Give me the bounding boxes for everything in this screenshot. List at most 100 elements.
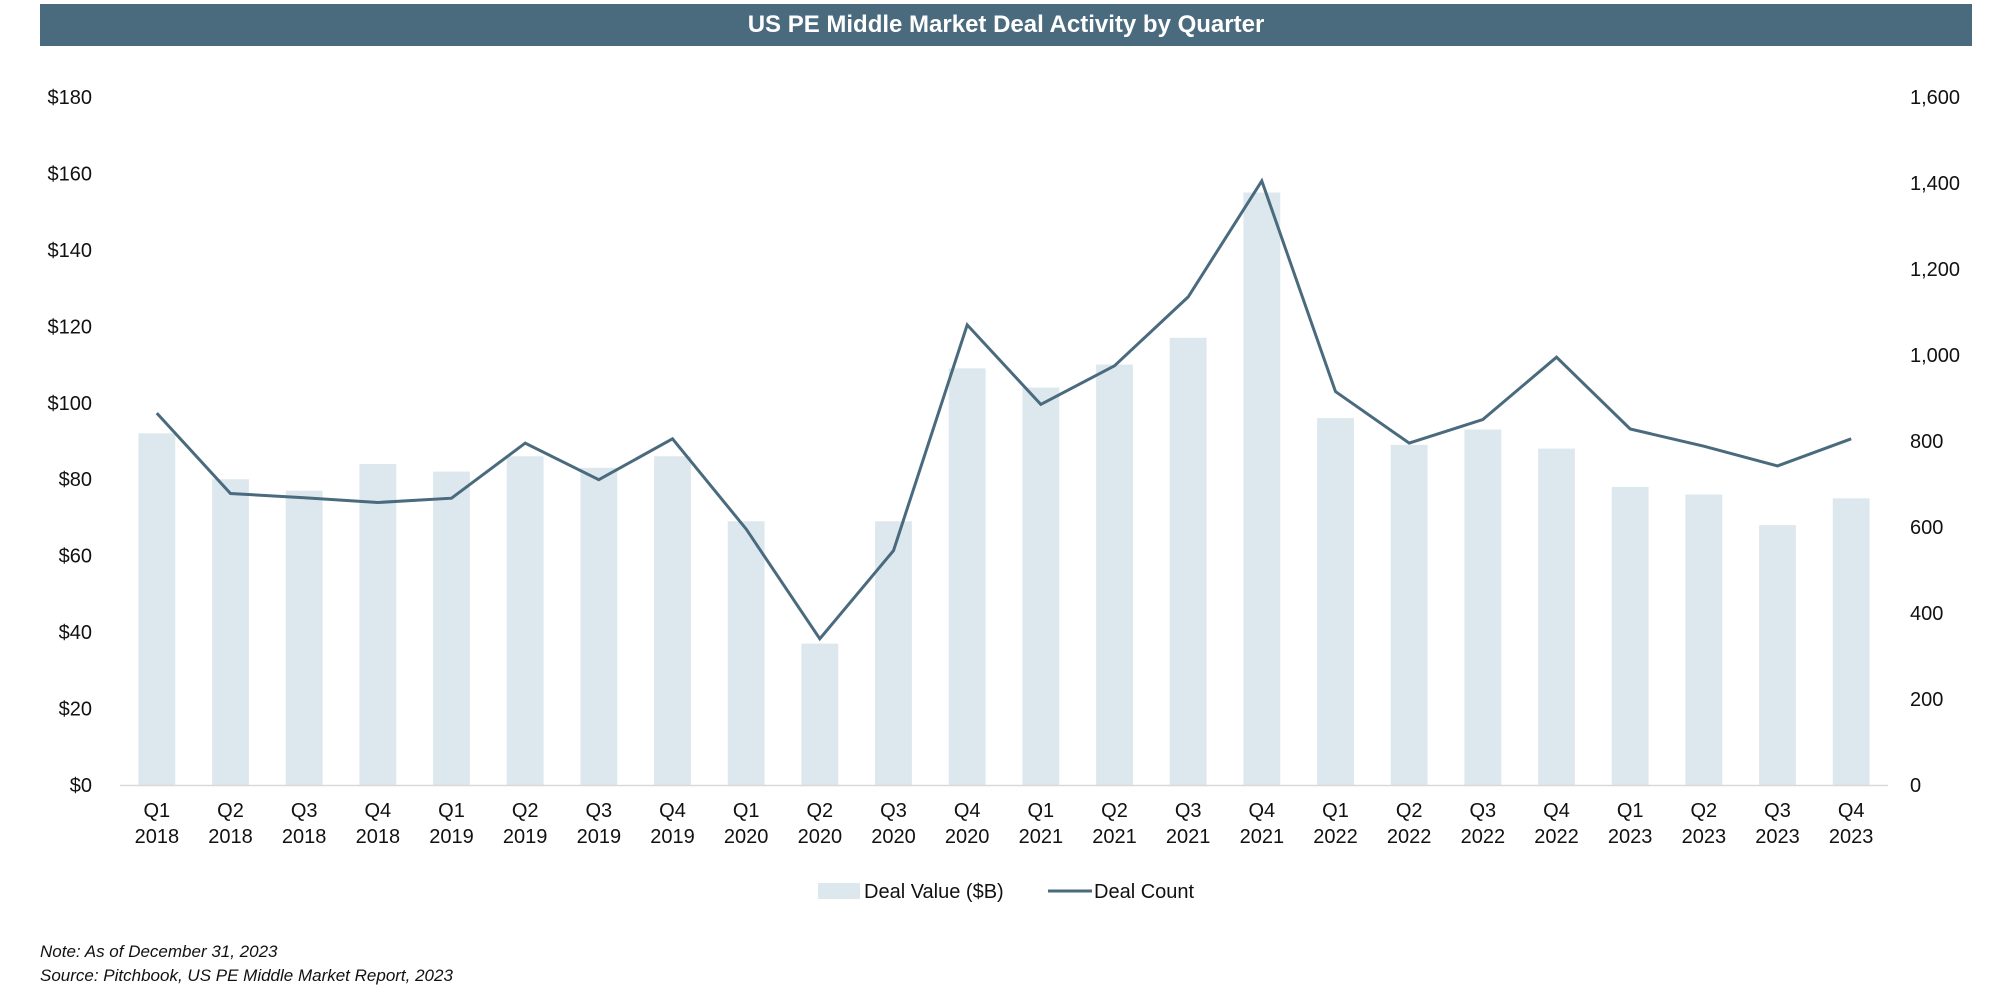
x-tick-label-year: 2022	[1461, 826, 1506, 848]
bar-deal-value	[1390, 444, 1428, 785]
y-right-tick-label: 1,400	[1910, 173, 1960, 195]
bar-deal-value	[1611, 486, 1649, 785]
y-left-tick-label: $20	[59, 699, 92, 721]
x-tick-label-quarter: Q4	[659, 800, 686, 822]
source-text: Source: Pitchbook, US PE Middle Market R…	[40, 966, 453, 985]
x-tick-label-year: 2020	[945, 826, 990, 848]
x-tick-label-year: 2021	[1019, 826, 1064, 848]
y-left-tick-label: $40	[59, 622, 92, 644]
footnotes: Note: As of December 31, 2023 Source: Pi…	[40, 940, 453, 988]
bar-deal-value	[1243, 192, 1281, 786]
y-left-tick-label: $120	[48, 316, 93, 338]
legend-label-deal-value: Deal Value ($B)	[864, 881, 1004, 903]
x-tick-label-quarter: Q2	[1396, 800, 1423, 822]
x-tick-label-year: 2019	[650, 826, 695, 848]
bar-deal-value	[433, 471, 470, 785]
x-tick-label-year: 2019	[577, 826, 622, 848]
x-tick-label-quarter: Q1	[438, 800, 465, 822]
y-right-tick-label: 1,600	[1910, 87, 1960, 109]
y-left-tick-label: $60	[59, 546, 92, 568]
bar-deal-value	[212, 479, 249, 785]
bar-deal-value	[948, 368, 986, 785]
y-right-tick-label: 200	[1910, 689, 1943, 711]
x-tick-label-quarter: Q4	[1248, 800, 1275, 822]
bar-deal-value	[801, 643, 839, 785]
y-left-tick-label: $0	[70, 775, 92, 797]
x-tick-label-quarter: Q2	[806, 800, 833, 822]
bar-deal-value	[1685, 494, 1723, 785]
y-left-tick-label: $160	[48, 163, 93, 185]
bar-deal-value	[138, 433, 176, 785]
bar-deal-value	[1022, 387, 1060, 785]
y-left-tick-label: $140	[48, 240, 93, 262]
y-right-tick-label: 400	[1910, 603, 1943, 625]
x-tick-label-year: 2018	[282, 826, 327, 848]
y-left-tick-label: $100	[48, 393, 93, 415]
chart-title: US PE Middle Market Deal Activity by Qua…	[747, 11, 1265, 38]
x-tick-label-year: 2021	[1092, 826, 1137, 848]
note-text: Note: As of December 31, 2023	[40, 942, 278, 961]
bar-deal-value	[1538, 448, 1575, 785]
bar-deal-value	[285, 490, 323, 785]
x-tick-label-quarter: Q3	[1469, 800, 1496, 822]
line-deal-count	[155, 177, 1852, 642]
y-right-tick-label: 1,000	[1910, 345, 1960, 367]
x-tick-label-year: 2023	[1608, 826, 1653, 848]
x-tick-label-year: 2020	[798, 826, 843, 848]
x-tick-label-quarter: Q2	[217, 800, 244, 822]
x-tick-label-quarter: Q4	[1838, 800, 1865, 822]
bar-deal-value	[1169, 337, 1207, 785]
x-tick-label-year: 2020	[871, 826, 916, 848]
bar-deal-value	[1317, 418, 1354, 785]
chart-title-bar: US PE Middle Market Deal Activity by Qua…	[40, 4, 1972, 46]
x-tick-label-year: 2021	[1166, 826, 1211, 848]
x-tick-label-year: 2021	[1240, 826, 1285, 848]
bar-deal-value	[580, 467, 618, 785]
y-right-tick-label: 0	[1910, 775, 1921, 797]
x-tick-label-year: 2022	[1534, 826, 1579, 848]
x-tick-label-year: 2019	[503, 826, 548, 848]
x-tick-label-quarter: Q1	[1617, 800, 1644, 822]
bar-deal-value	[1832, 498, 1870, 785]
x-tick-label-year: 2020	[724, 826, 769, 848]
x-tick-label-quarter: Q4	[364, 800, 391, 822]
x-tick-label-quarter: Q1	[1322, 800, 1349, 822]
y-left-tick-label: $80	[59, 469, 92, 491]
x-tick-label-year: 2023	[1829, 826, 1874, 848]
x-tick-label-year: 2018	[356, 826, 401, 848]
x-tick-label-year: 2022	[1387, 826, 1432, 848]
x-tick-label-quarter: Q1	[733, 800, 760, 822]
x-tick-label-quarter: Q3	[585, 800, 612, 822]
x-tick-label-year: 2023	[1682, 826, 1727, 848]
x-tick-label-year: 2023	[1755, 826, 1800, 848]
bar-deal-value	[727, 521, 765, 785]
y-left-tick-label: $180	[48, 87, 93, 109]
x-tick-label-quarter: Q4	[1543, 800, 1570, 822]
bar-deal-value	[654, 456, 691, 785]
legend-swatch-deal-value	[818, 883, 860, 899]
x-tick-label-quarter: Q3	[291, 800, 318, 822]
y-right-tick-label: 800	[1910, 431, 1943, 453]
bar-deal-value	[1096, 364, 1133, 785]
x-tick-label-quarter: Q1	[1027, 800, 1054, 822]
x-tick-label-quarter: Q3	[1175, 800, 1202, 822]
x-tick-label-year: 2018	[208, 826, 253, 848]
bar-deal-value	[359, 463, 397, 785]
legend-label-deal-count: Deal Count	[1094, 881, 1195, 903]
y-right-tick-label: 1,200	[1910, 259, 1960, 281]
bar-deal-value	[875, 521, 912, 785]
x-tick-label-quarter: Q2	[1101, 800, 1128, 822]
x-tick-label-year: 2022	[1313, 826, 1358, 848]
bar-deal-value	[1464, 429, 1502, 785]
x-tick-label-year: 2019	[429, 826, 474, 848]
y-right-tick-label: 600	[1910, 517, 1943, 539]
bar-deal-value	[506, 456, 544, 785]
bar-deal-value	[1759, 525, 1796, 785]
x-tick-label-quarter: Q2	[1690, 800, 1717, 822]
x-tick-label-quarter: Q1	[143, 800, 170, 822]
x-tick-label-quarter: Q3	[1764, 800, 1791, 822]
x-tick-label-quarter: Q2	[512, 800, 539, 822]
x-tick-label-quarter: Q4	[954, 800, 981, 822]
x-tick-label-quarter: Q3	[880, 800, 907, 822]
